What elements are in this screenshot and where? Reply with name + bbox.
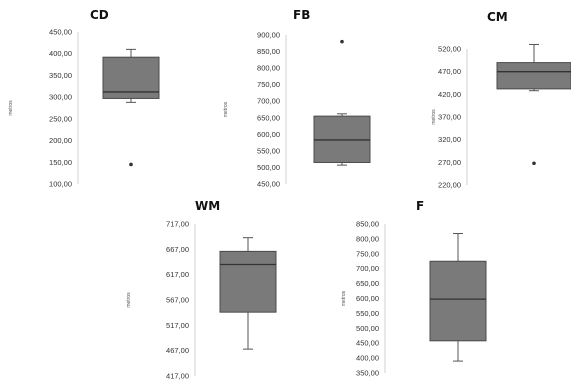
y-tick-label: 200,00 (49, 136, 72, 145)
outlier-point (532, 161, 536, 166)
y-axis-label: metros (341, 290, 347, 306)
y-tick-label: 800,00 (257, 64, 280, 73)
y-axis-label: metros (126, 292, 132, 308)
iqr-box (219, 250, 277, 313)
y-tick-label: 450,00 (49, 28, 72, 37)
outlier-point (340, 39, 344, 44)
y-tick-label: 520,00 (438, 45, 461, 54)
iqr-box (313, 115, 371, 163)
y-tick-label: 420,00 (438, 90, 461, 99)
y-tick-label: 500,00 (257, 163, 280, 172)
chart-title-f: F (416, 199, 425, 213)
y-tick-label: 100,00 (49, 180, 72, 189)
chart-svg-wm: 417,00 467,00 517,00 567,00 617,00 667,00 717,… (126, 220, 277, 381)
y-tick-label: 220,00 (438, 181, 461, 190)
chart-svg-fb: 450,00 500,00 550,00 600,00 650,00 700,00 750,… (223, 31, 371, 189)
y-tick-label: 400,00 (356, 354, 379, 363)
y-tick-label: 550,00 (356, 309, 379, 318)
y-tick-label: 900,00 (257, 31, 280, 40)
y-tick-label: 550,00 (257, 146, 280, 155)
boxplot-fb: FB 450,00 500,00 550,00 600,00 650,00 700,00 7… (190, 0, 380, 190)
y-tick-label: 350,00 (49, 71, 72, 80)
y-tick-label: 650,00 (257, 113, 280, 122)
chart-svg-f: 350,00 400,00 450,00 500,00 550,00 600,00 650,… (341, 220, 487, 378)
chart-svg-cm: 220,00 270,00 320,00 370,00 420,00 470,00 520,… (431, 43, 571, 190)
y-tick-label: 470,00 (438, 67, 461, 76)
y-tick-label: 600,00 (257, 130, 280, 139)
y-tick-label: 750,00 (356, 249, 379, 258)
boxplot-wm: WM 417,00 467,00 517,00 567,00 617,00 667,00 7… (100, 190, 300, 381)
y-tick-label: 750,00 (257, 80, 280, 89)
y-tick-label: 700,00 (356, 264, 379, 273)
y-tick-label: 150,00 (49, 158, 72, 167)
y-tick-label: 417,00 (166, 372, 189, 381)
y-tick-label: 667,00 (166, 245, 189, 254)
y-tick-label: 450,00 (257, 180, 280, 189)
y-tick-label: 350,00 (356, 369, 379, 378)
chart-title-wm: WM (195, 199, 221, 213)
iqr-box (429, 260, 487, 342)
boxplot-f: F 350,00 400,00 450,00 500,00 550,00 600,00 65… (300, 190, 500, 381)
chart-title-cm: CM (487, 10, 508, 24)
y-tick-label: 370,00 (438, 113, 461, 122)
y-tick-label: 850,00 (356, 220, 379, 229)
y-tick-label: 600,00 (356, 294, 379, 303)
y-tick-label: 467,00 (166, 346, 189, 355)
y-tick-label: 320,00 (438, 135, 461, 144)
chart-title-cd: CD (90, 8, 109, 22)
y-tick-label: 300,00 (49, 93, 72, 102)
chart-svg-cd: 100,00 150,00 200,00 250,00 300,00 350,00 400,… (8, 28, 160, 189)
y-tick-label: 617,00 (166, 270, 189, 279)
y-tick-label: 250,00 (49, 114, 72, 123)
y-tick-label: 500,00 (356, 324, 379, 333)
outlier-point (129, 162, 133, 167)
chart-title-fb: FB (293, 8, 311, 22)
y-tick-label: 450,00 (356, 339, 379, 348)
y-tick-label: 717,00 (166, 220, 189, 229)
y-axis-label: metros (8, 100, 14, 116)
y-axis-label: metros (431, 109, 437, 125)
boxplot-cm: CM 220,00 270,00 320,00 370,00 420,00 470,00 5… (380, 0, 571, 190)
y-tick-label: 800,00 (356, 234, 379, 243)
y-tick-label: 567,00 (166, 296, 189, 305)
y-tick-label: 700,00 (257, 97, 280, 106)
y-tick-label: 270,00 (438, 158, 461, 167)
y-tick-label: 517,00 (166, 321, 189, 330)
y-tick-label: 650,00 (356, 279, 379, 288)
y-tick-label: 850,00 (257, 47, 280, 56)
iqr-box (496, 62, 571, 90)
y-axis-label: metros (223, 101, 229, 117)
boxplot-cd: CD 100,00 150,00 200,00 250,00 300,00 350,00 4… (0, 0, 190, 190)
y-tick-label: 400,00 (49, 49, 72, 58)
